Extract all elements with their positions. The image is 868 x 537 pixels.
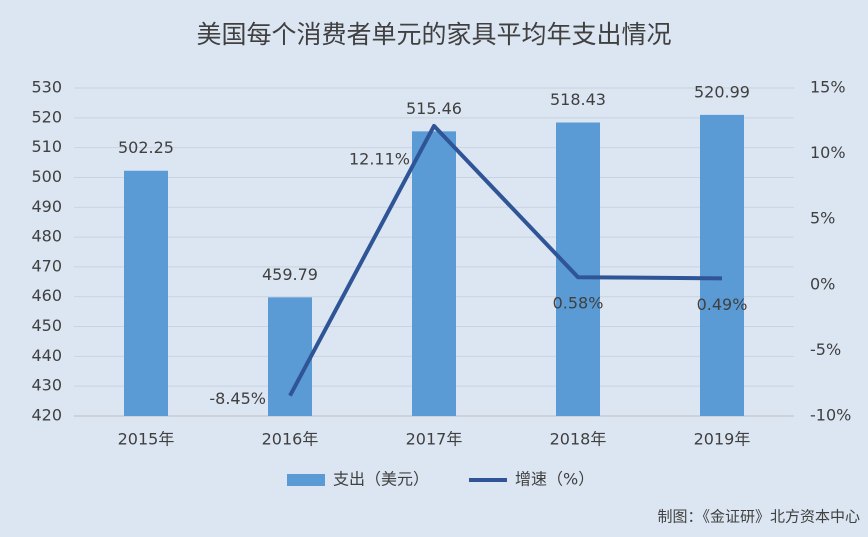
bar-value-label: 520.99	[694, 82, 750, 101]
bar	[124, 170, 168, 416]
y-tick-label: 470	[31, 256, 62, 275]
bar	[556, 122, 600, 416]
y-tick-label: 460	[31, 286, 62, 305]
y-tick-label: 430	[31, 376, 62, 395]
line-value-label: -8.45%	[209, 389, 266, 408]
y-tick-label: 530	[31, 78, 62, 97]
y2-tick-label: 10%	[810, 143, 846, 162]
legend-label: 支出（美元）	[333, 470, 429, 489]
bar-value-label: 515.46	[406, 99, 462, 118]
bar	[412, 131, 456, 416]
bar-value-label: 518.43	[550, 90, 606, 109]
bar-value-label: 459.79	[262, 265, 318, 284]
y2-tick-label: 0%	[810, 274, 835, 293]
legend-label: 增速（%）	[515, 470, 594, 489]
line-value-label: 0.58%	[553, 294, 604, 313]
y-tick-label: 480	[31, 227, 62, 246]
y2-tick-label: -5%	[810, 340, 841, 359]
x-tick-label: 2017年	[406, 430, 463, 449]
y2-tick-label: 5%	[810, 209, 835, 228]
x-tick-label: 2016年	[262, 430, 319, 449]
line-value-label: 12.11%	[349, 149, 410, 168]
y-tick-label: 500	[31, 167, 62, 186]
x-tick-label: 2018年	[550, 430, 607, 449]
bar	[268, 297, 312, 416]
legend-swatch	[287, 474, 325, 486]
x-tick-label: 2019年	[694, 430, 751, 449]
y-tick-label: 440	[31, 346, 62, 365]
y-tick-label: 490	[31, 197, 62, 216]
y2-tick-label: 15%	[810, 78, 846, 97]
bar-value-label: 502.25	[118, 138, 174, 157]
y2-tick-label: -10%	[810, 406, 851, 425]
bar	[700, 114, 744, 416]
y-tick-label: 420	[31, 406, 62, 425]
line	[288, 123, 723, 397]
y-tick-label: 520	[31, 107, 62, 126]
x-tick-label: 2015年	[118, 430, 175, 449]
y-tick-label: 450	[31, 316, 62, 335]
chart-title: 美国每个消费者单元的家具平均年支出情况	[196, 20, 671, 49]
line-value-label: 0.49%	[697, 295, 748, 314]
source: 制图：《金证研》北方资本中心	[657, 508, 860, 526]
y-tick-label: 510	[31, 137, 62, 156]
